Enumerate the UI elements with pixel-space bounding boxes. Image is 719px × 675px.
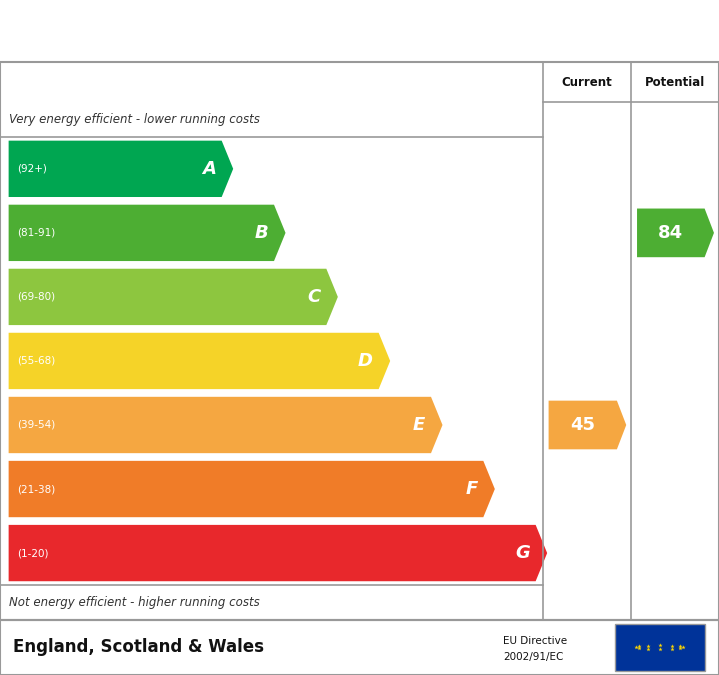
- Polygon shape: [9, 269, 338, 325]
- Text: D: D: [358, 352, 373, 370]
- Bar: [615, 624, 705, 671]
- Text: (92+): (92+): [17, 164, 47, 174]
- Text: (81-91): (81-91): [17, 228, 55, 238]
- Text: 2002/91/EC: 2002/91/EC: [503, 652, 564, 662]
- Text: E: E: [413, 416, 425, 434]
- Text: 84: 84: [659, 224, 683, 242]
- Text: (39-54): (39-54): [17, 420, 55, 430]
- Polygon shape: [9, 525, 547, 581]
- Text: Potential: Potential: [645, 76, 705, 88]
- Polygon shape: [9, 205, 285, 261]
- Text: (69-80): (69-80): [17, 292, 55, 302]
- Polygon shape: [549, 401, 626, 450]
- Text: B: B: [255, 224, 268, 242]
- Text: (55-68): (55-68): [17, 356, 55, 366]
- Polygon shape: [9, 333, 390, 389]
- Text: F: F: [465, 480, 477, 498]
- Text: Very energy efficient - lower running costs: Very energy efficient - lower running co…: [9, 113, 260, 126]
- Text: G: G: [515, 544, 530, 562]
- Text: EU Directive: EU Directive: [503, 636, 567, 646]
- Text: A: A: [202, 160, 216, 178]
- Polygon shape: [9, 140, 233, 197]
- Text: (21-38): (21-38): [17, 484, 55, 494]
- Polygon shape: [9, 397, 442, 453]
- Text: England, Scotland & Wales: England, Scotland & Wales: [13, 639, 264, 656]
- Polygon shape: [637, 209, 714, 257]
- Text: Not energy efficient - higher running costs: Not energy efficient - higher running co…: [9, 596, 260, 609]
- Text: Energy Efficiency Rating: Energy Efficiency Rating: [13, 17, 396, 45]
- Text: 45: 45: [570, 416, 595, 434]
- Polygon shape: [9, 461, 495, 517]
- Text: (1-20): (1-20): [17, 548, 49, 558]
- Text: Current: Current: [562, 76, 613, 88]
- Text: C: C: [307, 288, 321, 306]
